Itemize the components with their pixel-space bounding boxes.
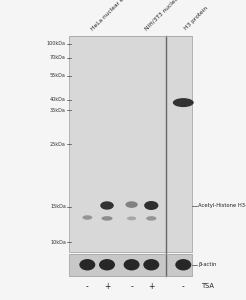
- Text: +: +: [104, 282, 110, 291]
- Text: 70kDa: 70kDa: [50, 55, 66, 60]
- Text: -: -: [130, 282, 133, 291]
- Text: NIH/3T3 nuclear extract: NIH/3T3 nuclear extract: [144, 0, 197, 32]
- Text: -: -: [182, 282, 185, 291]
- Ellipse shape: [102, 216, 113, 220]
- Ellipse shape: [173, 98, 194, 107]
- Text: β-actin: β-actin: [198, 262, 216, 267]
- Ellipse shape: [124, 259, 140, 271]
- Text: -: -: [86, 282, 89, 291]
- Text: 100kDa: 100kDa: [47, 41, 66, 46]
- Ellipse shape: [125, 201, 138, 208]
- Ellipse shape: [79, 259, 95, 271]
- Ellipse shape: [144, 201, 158, 210]
- Text: 35kDa: 35kDa: [50, 108, 66, 112]
- Ellipse shape: [143, 259, 159, 271]
- Ellipse shape: [100, 201, 114, 210]
- Text: 25kDa: 25kDa: [50, 142, 66, 146]
- Text: HeLa nuclear extract: HeLa nuclear extract: [90, 0, 137, 32]
- Text: 10kDa: 10kDa: [50, 240, 66, 245]
- Ellipse shape: [175, 259, 191, 271]
- Ellipse shape: [99, 259, 115, 271]
- Text: 40kDa: 40kDa: [50, 97, 66, 102]
- Ellipse shape: [127, 216, 136, 220]
- Text: 15kDa: 15kDa: [50, 205, 66, 209]
- Text: 55kDa: 55kDa: [50, 73, 66, 78]
- Text: H3 protein: H3 protein: [184, 6, 209, 31]
- Ellipse shape: [146, 216, 156, 220]
- Bar: [69, 254, 192, 276]
- Ellipse shape: [82, 215, 92, 220]
- Text: Acetyl-Histone H3-K36: Acetyl-Histone H3-K36: [198, 203, 246, 208]
- Bar: [69, 36, 192, 252]
- Text: TSA: TSA: [202, 284, 215, 290]
- Text: +: +: [148, 282, 154, 291]
